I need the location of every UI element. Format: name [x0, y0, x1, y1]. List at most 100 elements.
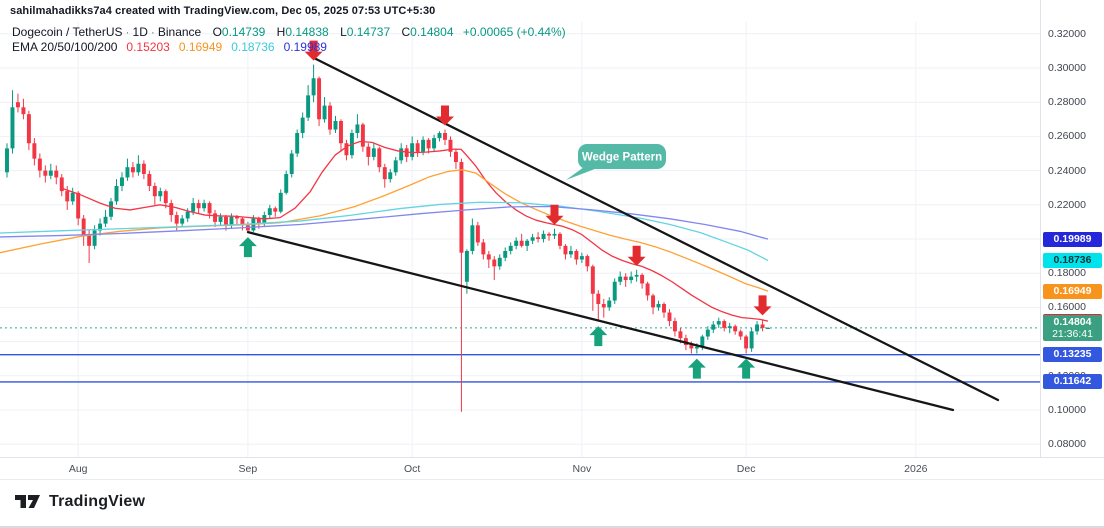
candle[interactable] — [492, 259, 497, 267]
candle[interactable] — [689, 345, 694, 349]
candle[interactable] — [656, 303, 661, 308]
candle[interactable] — [574, 250, 579, 260]
candle[interactable] — [114, 185, 119, 202]
candle[interactable] — [700, 336, 705, 347]
tradingview-logo-icon[interactable] — [14, 492, 41, 511]
candle[interactable] — [711, 324, 716, 330]
candle[interactable] — [344, 143, 349, 156]
chart-legend[interactable]: Dogecoin / TetherUS · 1D · Binance O0.14739 … — [12, 25, 566, 55]
candle[interactable] — [371, 148, 376, 157]
wedge-lower-trendline[interactable] — [246, 231, 955, 412]
ema-line-200[interactable] — [0, 205, 769, 240]
candle[interactable] — [185, 211, 190, 219]
candle[interactable] — [322, 105, 327, 120]
candle[interactable] — [579, 256, 584, 260]
candle[interactable] — [399, 148, 404, 161]
candle[interactable] — [437, 132, 442, 139]
signal-arrows[interactable] — [238, 40, 772, 379]
candle[interactable] — [563, 245, 568, 255]
price-chart-plot[interactable]: Wedge Pattern — [0, 0, 1040, 457]
symbol-title[interactable]: Dogecoin / TetherUS — [12, 25, 123, 39]
candle[interactable] — [744, 336, 749, 349]
candle[interactable] — [284, 174, 289, 193]
candle[interactable] — [81, 218, 86, 236]
candle[interactable] — [618, 276, 623, 282]
candle[interactable] — [503, 250, 508, 258]
candle[interactable] — [48, 170, 53, 176]
candle[interactable] — [678, 331, 683, 339]
candle[interactable] — [760, 324, 765, 328]
horizontal-ray-lines[interactable] — [0, 353, 1040, 383]
wedge-upper-trendline[interactable] — [312, 56, 1000, 402]
candle[interactable] — [273, 208, 278, 212]
down-arrow-marker[interactable] — [304, 40, 323, 61]
candle[interactable] — [382, 167, 387, 180]
candle[interactable] — [470, 225, 475, 251]
candle[interactable] — [410, 143, 415, 157]
candle[interactable] — [705, 329, 710, 337]
candle[interactable] — [766, 327, 770, 329]
candle[interactable] — [5, 148, 9, 173]
candle[interactable] — [558, 233, 562, 246]
candle[interactable] — [141, 163, 146, 175]
candle[interactable] — [421, 139, 426, 152]
up-arrow-marker[interactable] — [687, 358, 706, 379]
candle[interactable] — [443, 132, 447, 140]
candle[interactable] — [59, 177, 64, 192]
price-axis[interactable]: 0.32000 0.30000 0.28000 0.26000 0.24000 0.220… — [1040, 0, 1104, 457]
candle[interactable] — [163, 191, 168, 204]
candle[interactable] — [234, 216, 239, 219]
candle[interactable] — [640, 274, 645, 284]
candle[interactable] — [87, 235, 92, 246]
down-arrow-marker[interactable] — [436, 105, 454, 126]
down-arrow-marker[interactable] — [753, 295, 772, 316]
candle[interactable] — [218, 216, 223, 222]
up-arrow-marker[interactable] — [589, 326, 608, 347]
down-arrow-marker[interactable] — [545, 204, 564, 225]
candle[interactable] — [629, 276, 634, 281]
candle[interactable] — [601, 303, 606, 308]
candle[interactable] — [98, 223, 103, 231]
candle[interactable] — [311, 78, 316, 96]
candle[interactable] — [147, 174, 152, 186]
candle[interactable] — [634, 274, 639, 277]
candle[interactable] — [240, 218, 245, 226]
candle[interactable] — [453, 151, 458, 163]
candle[interactable] — [43, 170, 48, 176]
candle[interactable] — [727, 326, 732, 328]
candle[interactable] — [26, 114, 31, 144]
candle[interactable] — [568, 250, 573, 255]
candle[interactable] — [464, 250, 469, 282]
candle[interactable] — [136, 163, 141, 173]
candle[interactable] — [207, 203, 212, 214]
candle[interactable] — [536, 237, 541, 239]
candle[interactable] — [70, 192, 75, 202]
candle[interactable] — [54, 170, 59, 178]
candle[interactable] — [508, 245, 513, 251]
candle[interactable] — [716, 321, 721, 325]
candle[interactable] — [755, 324, 760, 332]
candle[interactable] — [355, 124, 360, 133]
candle[interactable] — [393, 160, 398, 173]
candle[interactable] — [65, 191, 70, 202]
candle[interactable] — [224, 216, 228, 226]
candle[interactable] — [552, 233, 557, 236]
candle[interactable] — [120, 177, 124, 186]
candle[interactable] — [541, 233, 546, 239]
candle[interactable] — [76, 192, 81, 219]
candle[interactable] — [366, 146, 371, 157]
ema-indicator-label[interactable]: EMA 20/50/100/200 — [12, 40, 118, 54]
time-axis[interactable]: Aug Sep Oct Nov Dec 2026 — [0, 457, 1104, 480]
candle[interactable] — [196, 203, 201, 209]
candle[interactable] — [415, 143, 420, 152]
candle[interactable] — [530, 237, 535, 241]
candle[interactable] — [623, 276, 628, 281]
candle[interactable] — [519, 240, 524, 246]
candle[interactable] — [612, 281, 617, 301]
candle[interactable] — [377, 148, 382, 168]
candle[interactable] — [585, 256, 590, 267]
wedge-pattern-callout[interactable]: Wedge Pattern — [566, 144, 666, 180]
candle[interactable] — [547, 233, 551, 236]
candle[interactable] — [267, 208, 272, 216]
candle[interactable] — [333, 121, 338, 130]
